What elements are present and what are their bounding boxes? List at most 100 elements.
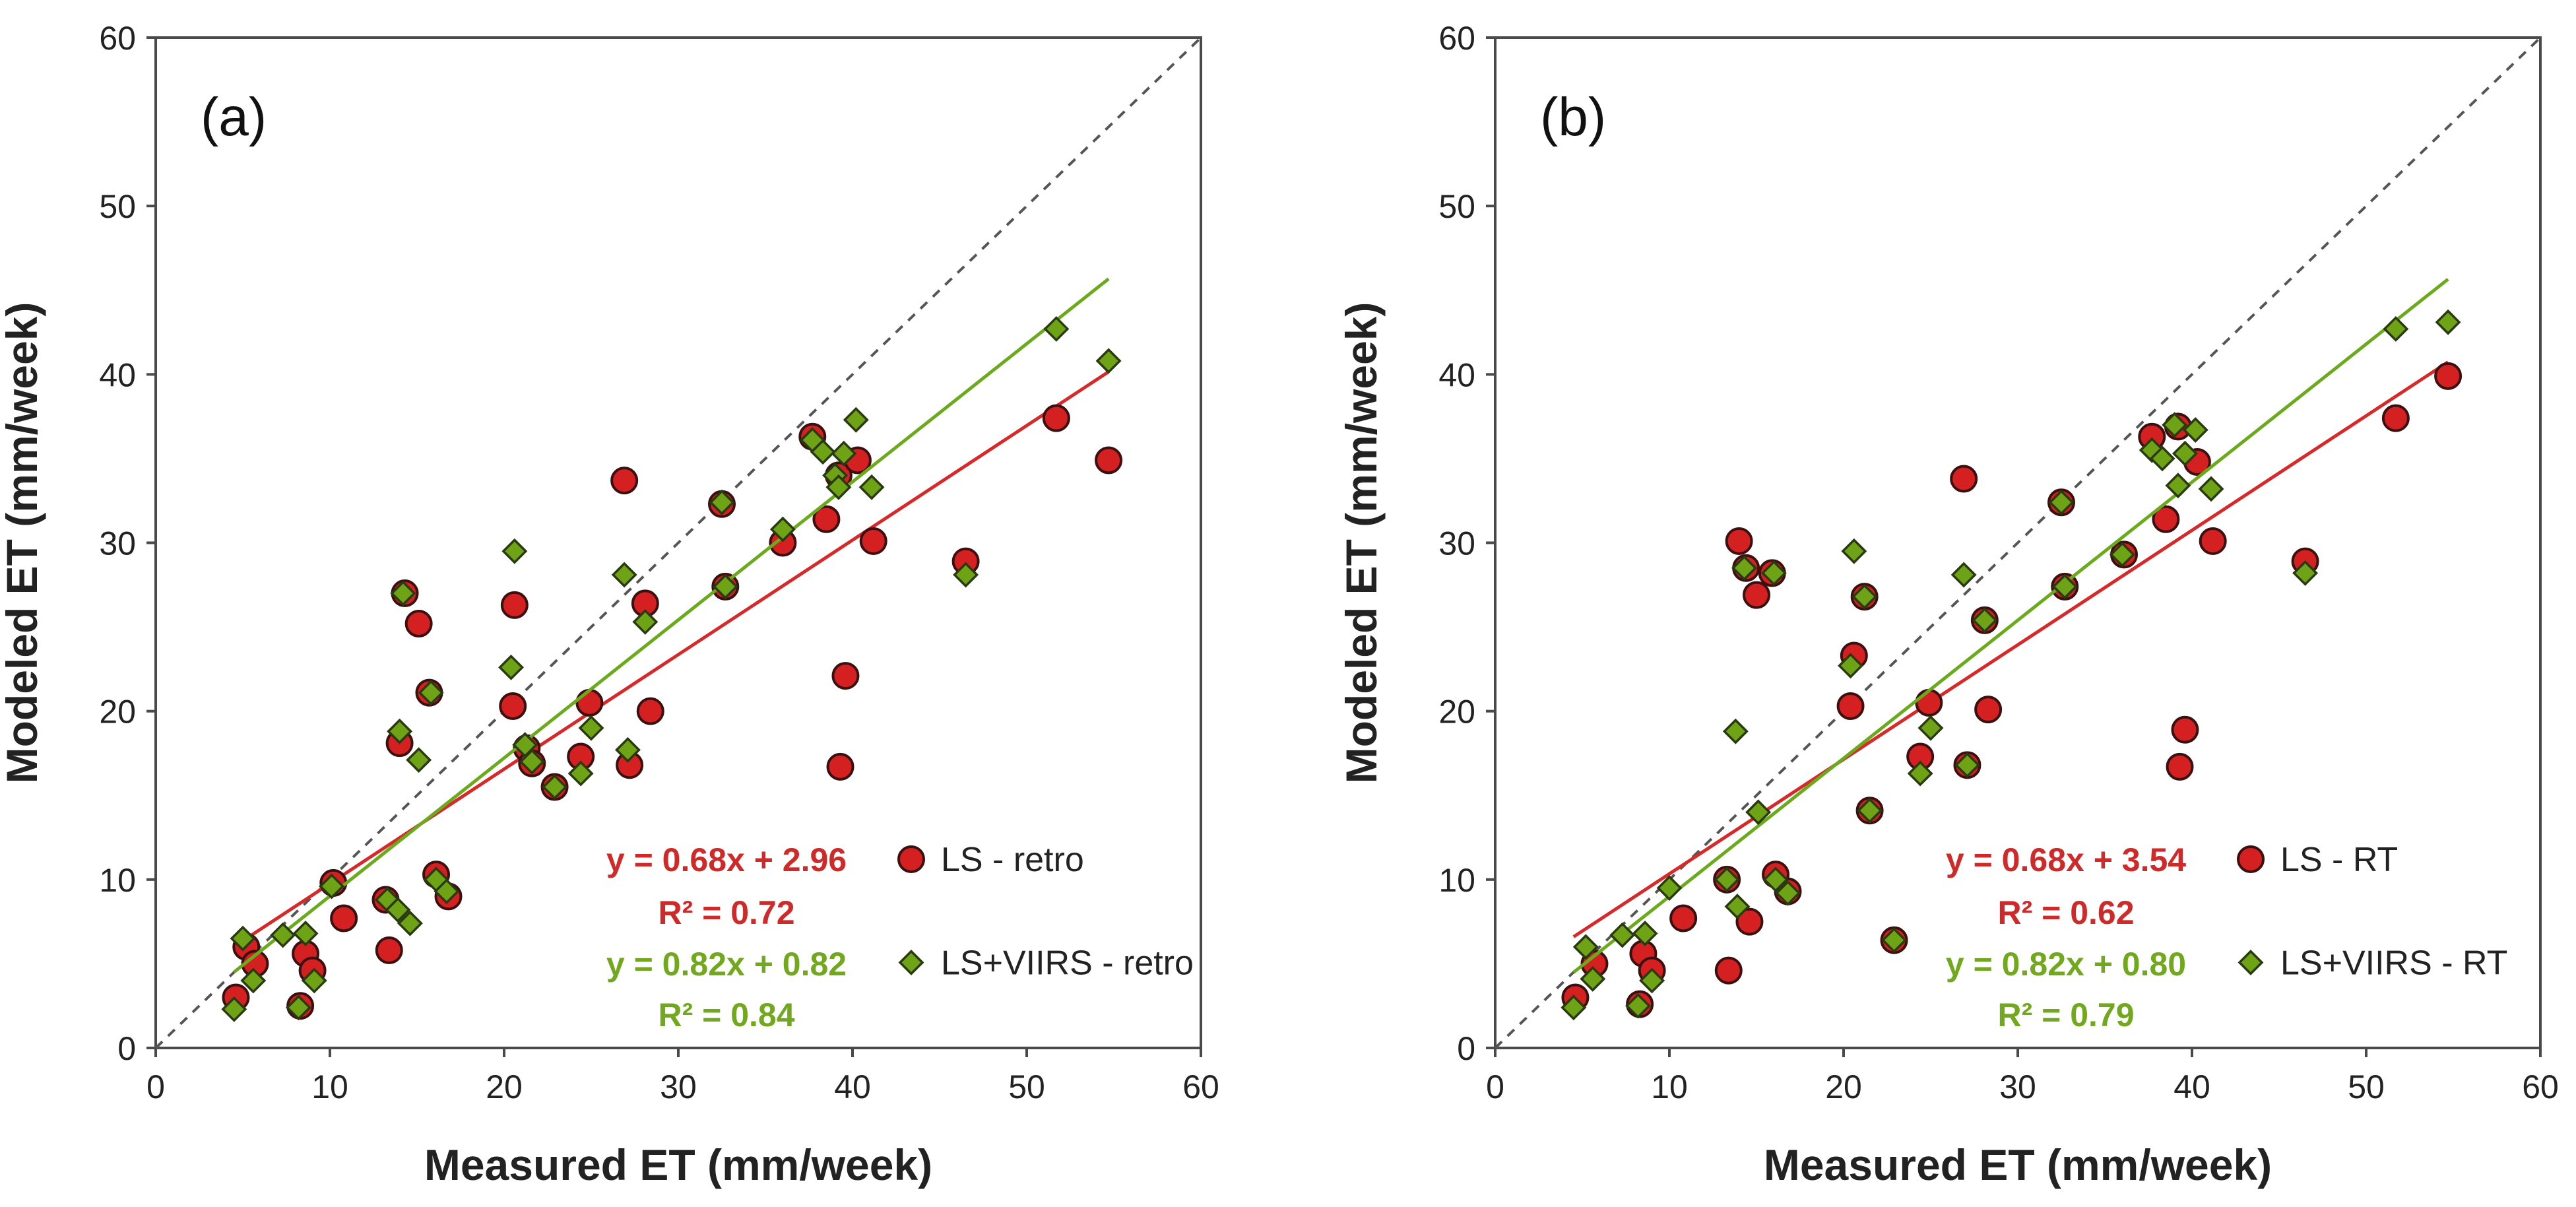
y-tick-label: 50 (99, 188, 136, 225)
tick-labels: 0 10 20 30 40 50 60 0 10 20 30 40 50 60 (1438, 20, 2558, 1105)
r2-green: R² = 0.84 (658, 996, 794, 1033)
data-point (397, 910, 423, 936)
data-point (709, 489, 735, 515)
data-point (270, 922, 296, 948)
data-point (812, 505, 841, 533)
data-point (301, 967, 327, 994)
y-tick-label: 60 (1438, 20, 1475, 57)
data-point (1561, 995, 1587, 1021)
y-tick-label: 40 (1438, 356, 1475, 393)
data-point (1714, 956, 1743, 985)
data-point (1572, 934, 1599, 960)
data-point (498, 654, 525, 680)
data-point (330, 904, 358, 932)
data-point (858, 474, 885, 500)
x-axis-title: Measured ET (mm/week) (1764, 1140, 2272, 1189)
data-point (1724, 894, 1751, 920)
r2-red: R² = 0.72 (658, 894, 794, 931)
data-point (825, 474, 852, 500)
data-point (2166, 752, 2194, 781)
data-point (1714, 866, 1740, 893)
data-point (1043, 315, 1070, 342)
data-point (831, 440, 857, 467)
data-point (292, 921, 319, 946)
fit-line (233, 370, 1110, 948)
data-point (519, 748, 545, 775)
equation-green: y = 0.82x + 0.82 (606, 946, 847, 983)
data-point (567, 760, 594, 787)
x-tick-label: 30 (660, 1068, 697, 1105)
data-point (1731, 555, 1757, 581)
data-point (2149, 445, 2175, 472)
data-point (1669, 904, 1698, 932)
data-point (632, 608, 659, 635)
y-tick-label: 30 (99, 525, 136, 562)
x-tick-label: 50 (2348, 1068, 2385, 1105)
data-point (1743, 581, 1770, 609)
x-tick-label: 20 (1825, 1068, 1862, 1105)
x-tick-label: 0 (146, 1068, 165, 1105)
data-point (1725, 527, 1753, 555)
data-point (831, 662, 860, 690)
y-tick-label: 60 (99, 20, 136, 57)
x-tick-label: 0 (1486, 1068, 1504, 1105)
data-point (1852, 583, 1878, 610)
data-point (2171, 715, 2199, 744)
y-tick-label: 10 (1438, 862, 1475, 899)
x-tick-label: 10 (311, 1068, 348, 1105)
legend-circle-marker (2237, 845, 2265, 873)
legend-label-ls-viirs: LS+VIIRS - retro (941, 944, 1194, 983)
y-tick-label: 40 (99, 356, 136, 393)
equation-red: y = 0.68x + 3.54 (1946, 841, 2186, 878)
data-point (1950, 562, 1977, 588)
y-tick-label: 10 (99, 862, 136, 899)
data-point (2381, 404, 2410, 432)
data-point (542, 774, 568, 800)
data-point (1639, 967, 1665, 994)
data-point (406, 747, 432, 773)
legend-label-ls-viirs: LS+VIIRS - RT (2280, 944, 2507, 983)
data-point (1950, 465, 1978, 493)
data-point (1095, 348, 1122, 374)
data-point (390, 580, 416, 606)
data-point (826, 752, 854, 781)
data-point (1632, 921, 1658, 946)
panel-label: (b) (1540, 87, 1606, 147)
equation-red: y = 0.68x + 2.96 (606, 841, 847, 878)
data-point (614, 736, 641, 763)
data-point (2048, 489, 2075, 515)
data-point (1609, 922, 1636, 948)
data-point (387, 718, 413, 744)
data-point (221, 996, 247, 1022)
data-point (1745, 799, 1772, 826)
data-point (1857, 797, 1883, 824)
data-point (434, 878, 460, 905)
panel-b: 0 10 20 30 40 50 60 0 10 20 30 40 50 60 Measured ET (m… (1337, 20, 2559, 1189)
data-point (1917, 715, 1944, 741)
x-tick-label: 10 (1651, 1068, 1688, 1105)
data-point (1735, 907, 1764, 936)
data-point (1762, 866, 1789, 893)
data-point (611, 562, 637, 588)
r2-green: R² = 0.79 (1997, 996, 2134, 1033)
data-point (418, 680, 444, 706)
data-point (1095, 446, 1123, 474)
data-point (375, 936, 403, 965)
data-point (1722, 718, 1749, 744)
data-point (2172, 440, 2198, 467)
data-point (499, 692, 527, 721)
fit-line (1572, 278, 2449, 974)
data-point (1625, 993, 1651, 1019)
data-point (2109, 541, 2135, 568)
r2-red: R² = 0.62 (1997, 894, 2134, 931)
data-point (2182, 417, 2208, 443)
data-point (240, 967, 267, 994)
data-point (636, 697, 664, 725)
fit-line (1572, 360, 2449, 938)
data-point (1836, 692, 1865, 721)
data-point (385, 897, 411, 923)
tick-labels: 0 10 20 30 40 50 60 0 10 20 30 40 50 60 (99, 20, 1219, 1105)
x-axis-title: Measured ET (mm/week) (424, 1140, 932, 1189)
data-point (2152, 505, 2180, 533)
